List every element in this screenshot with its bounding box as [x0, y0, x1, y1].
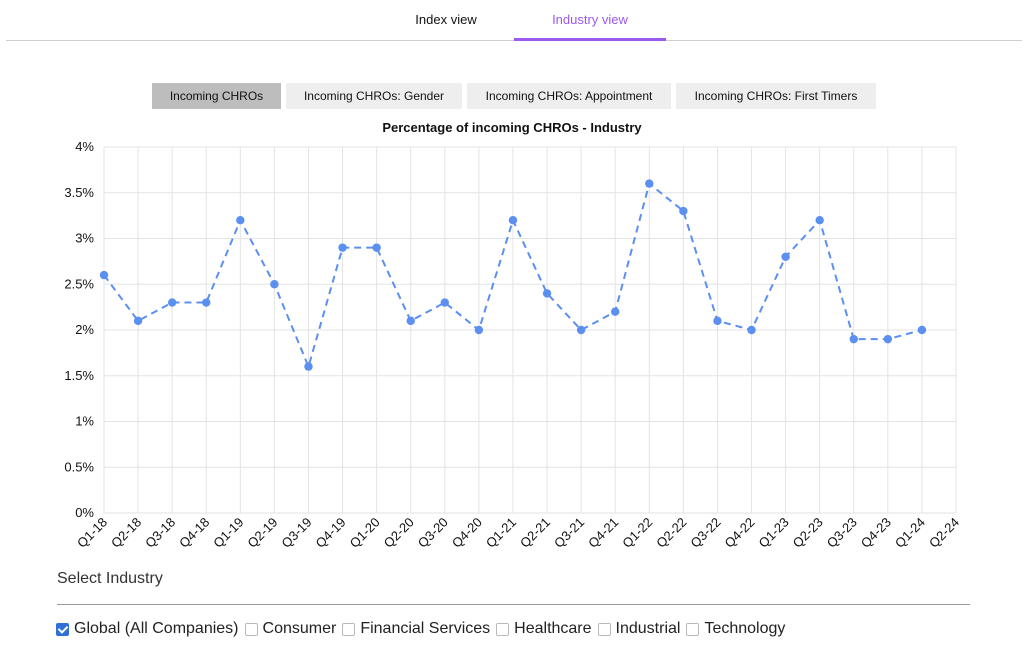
filter-global[interactable]: Global (All Companies) [56, 620, 239, 638]
x-tick-label: Q1-20 [347, 515, 383, 551]
data-point [917, 325, 927, 335]
filter-healthcare[interactable]: Healthcare [496, 620, 592, 638]
y-tick-label: 1.5% [64, 368, 94, 383]
y-tick-label: 4% [75, 139, 94, 154]
view-tabs: Index view Industry view [6, 0, 1022, 41]
x-tick-label: Q3-22 [687, 515, 723, 551]
subtab-first-timers[interactable]: Incoming CHROs: First Timers [676, 83, 876, 109]
checkbox-technology[interactable] [686, 622, 700, 636]
data-point [679, 206, 688, 216]
data-point [849, 334, 858, 344]
y-tick-label: 0% [75, 505, 94, 520]
data-point [474, 325, 484, 335]
x-tick-label: Q1-23 [756, 515, 792, 551]
checkbox-industrial[interactable] [597, 622, 611, 636]
filter-label: Consumer [262, 620, 337, 637]
x-tick-label: Q3-21 [551, 515, 587, 551]
filter-industrial[interactable]: Industrial [597, 620, 681, 638]
filter-label: Global (All Companies) [74, 620, 239, 637]
x-tick-label: Q2-21 [517, 515, 553, 551]
y-tick-label: 1% [75, 414, 94, 429]
filter-label: Industrial [615, 620, 681, 637]
data-point [304, 362, 313, 371]
divider [57, 604, 970, 605]
subtab-incoming-chros[interactable]: Incoming CHROs [152, 83, 281, 109]
filter-financial-services[interactable]: Financial Services [342, 620, 490, 638]
filter-label: Financial Services [360, 620, 491, 637]
data-point [133, 316, 143, 326]
x-tick-label: Q3-20 [415, 515, 451, 551]
checkbox-financial-services[interactable] [342, 622, 356, 636]
y-tick-label: 0.5% [64, 459, 94, 474]
data-point [338, 243, 347, 252]
x-tick-label: Q1-21 [483, 515, 519, 551]
filter-label: Healthcare [514, 620, 592, 637]
x-tick-label: Q3-23 [824, 515, 860, 551]
data-point [781, 252, 790, 261]
data-point [747, 325, 756, 335]
subtab-gender[interactable]: Incoming CHROs: Gender [286, 83, 462, 109]
checkbox-global[interactable] [56, 622, 69, 636]
data-point [372, 243, 381, 252]
data-point [167, 298, 177, 307]
filter-label: Technology [704, 620, 786, 637]
data-point [611, 307, 620, 316]
data-point [542, 289, 552, 298]
data-point [508, 216, 518, 225]
y-tick-label: 2.5% [64, 276, 94, 291]
x-tick-label: Q4-21 [585, 515, 621, 551]
data-point [406, 316, 415, 326]
x-tick-label: Q2-23 [790, 515, 826, 551]
data-point [883, 334, 893, 344]
data-point [202, 298, 211, 307]
data-point [270, 280, 279, 289]
chart-title: Percentage of incoming CHROs - Industry [382, 120, 642, 135]
x-tick-label: Q3-19 [278, 515, 314, 551]
filter-technology[interactable]: Technology [686, 620, 785, 638]
data-point [645, 179, 654, 188]
filter-consumer[interactable]: Consumer [244, 620, 337, 638]
x-tick-label: Q1-19 [210, 515, 246, 551]
x-tick-label: Q4-19 [313, 515, 349, 551]
checkbox-consumer[interactable] [244, 622, 258, 636]
data-point [236, 216, 245, 225]
y-tick-label: 3% [75, 231, 94, 246]
x-tick-label: Q2-24 [926, 515, 962, 551]
x-tick-label: Q1-22 [619, 515, 655, 551]
data-point [576, 325, 586, 335]
x-tick-label: Q2-20 [381, 515, 417, 551]
tab-industry-view[interactable]: Industry view [514, 0, 666, 41]
y-tick-label: 2% [75, 322, 94, 337]
checkbox-healthcare[interactable] [496, 622, 510, 636]
data-point [713, 316, 722, 326]
data-point [99, 270, 109, 280]
x-tick-label: Q4-20 [449, 515, 485, 551]
data-point [815, 216, 824, 225]
x-tick-label: Q4-22 [721, 515, 757, 551]
x-tick-label: Q4-18 [176, 515, 212, 551]
line-chart: 0%0.5%1%1.5%2%2.5%3%3.5%4%Q1-18Q2-18Q3-1… [64, 139, 962, 551]
x-tick-label: Q2-22 [653, 515, 689, 551]
select-industry-label: Select Industry [57, 570, 163, 587]
x-tick-label: Q2-18 [108, 515, 144, 551]
x-tick-label: Q3-18 [142, 515, 178, 551]
x-tick-label: Q1-24 [892, 515, 928, 551]
tab-index-view[interactable]: Index view [415, 12, 477, 27]
industry-filters: Global (All Companies) Consumer Financia… [56, 618, 791, 640]
x-tick-label: Q4-23 [858, 515, 894, 551]
data-point [440, 298, 449, 307]
subtab-appointment[interactable]: Incoming CHROs: Appointment [467, 83, 671, 109]
y-tick-label: 3.5% [64, 185, 94, 200]
x-tick-label: Q2-19 [244, 515, 280, 551]
